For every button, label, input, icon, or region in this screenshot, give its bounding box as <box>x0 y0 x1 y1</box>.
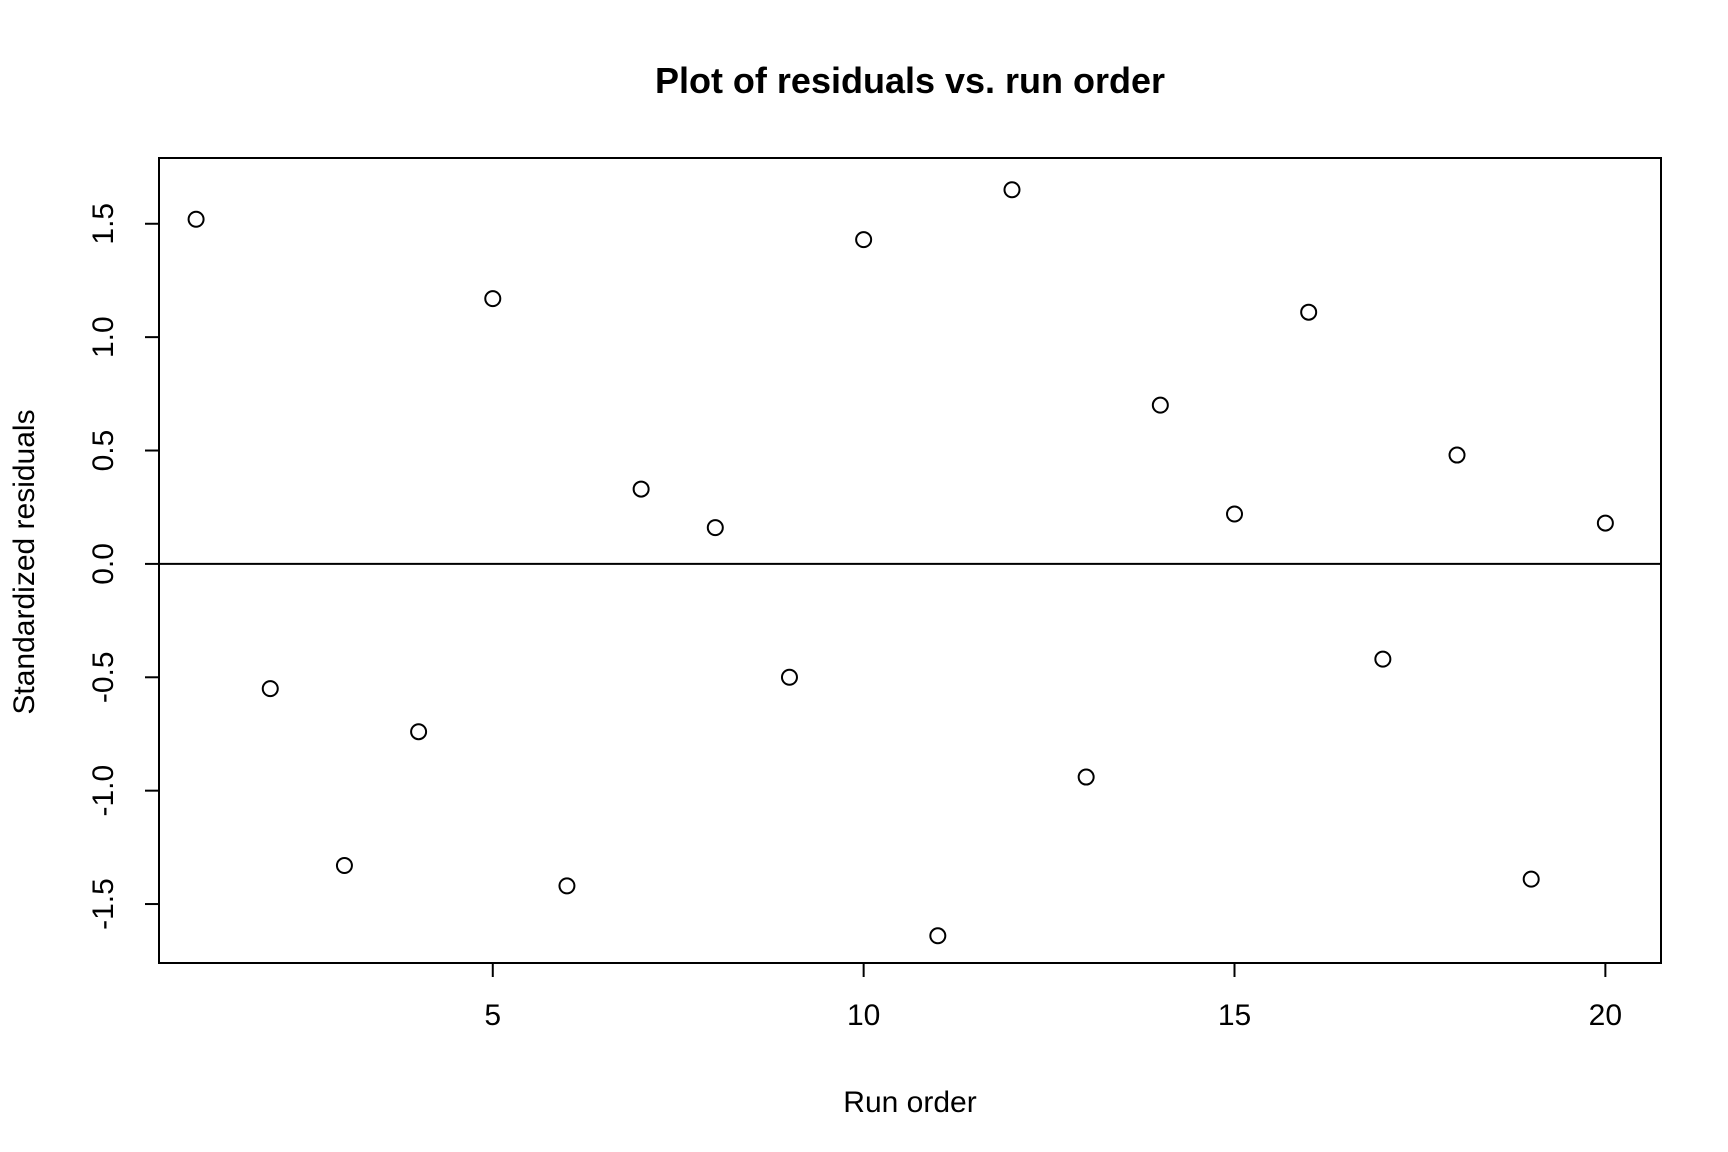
data-point <box>484 290 502 308</box>
data-point <box>855 231 873 249</box>
data-point <box>1448 446 1466 464</box>
y-tick-label: -1.5 <box>87 878 120 930</box>
data-point <box>1226 505 1244 523</box>
x-tick-label: 5 <box>484 999 501 1032</box>
x-tick-label: 20 <box>1589 999 1622 1032</box>
data-point <box>780 668 798 686</box>
y-axis-title: Standardized residuals <box>8 409 41 714</box>
data-point <box>187 210 205 228</box>
data-points <box>187 181 1614 945</box>
y-tick-label: 1.5 <box>87 203 120 245</box>
data-point <box>706 519 724 537</box>
data-point <box>1003 181 1021 199</box>
y-axis: -1.5 -1.0 -0.5 0.0 0.5 1.0 1.5 <box>87 203 160 930</box>
y-tick-label: -1.0 <box>87 765 120 817</box>
data-point <box>335 856 353 874</box>
data-point <box>929 927 947 945</box>
chart-title: Plot of residuals vs. run order <box>655 60 1165 101</box>
y-tick-label: 0.5 <box>87 430 120 472</box>
y-tick-label: 1.0 <box>87 316 120 358</box>
x-axis-title: Run order <box>843 1086 976 1119</box>
data-point <box>1077 768 1095 786</box>
data-point <box>261 680 279 698</box>
data-point <box>1374 650 1392 668</box>
y-tick-label: -0.5 <box>87 651 120 703</box>
x-tick-label: 10 <box>847 999 880 1032</box>
y-tick-label: 0.0 <box>87 543 120 585</box>
data-point <box>632 480 650 498</box>
data-point <box>1596 514 1614 532</box>
data-point <box>1522 870 1540 888</box>
data-point <box>558 877 576 895</box>
data-point <box>1151 396 1169 414</box>
x-axis: 5 10 15 20 <box>484 962 1622 1032</box>
data-point <box>1300 303 1318 321</box>
data-point <box>410 723 428 741</box>
x-tick-label: 15 <box>1218 999 1251 1032</box>
plot-area-frame <box>158 157 1662 964</box>
